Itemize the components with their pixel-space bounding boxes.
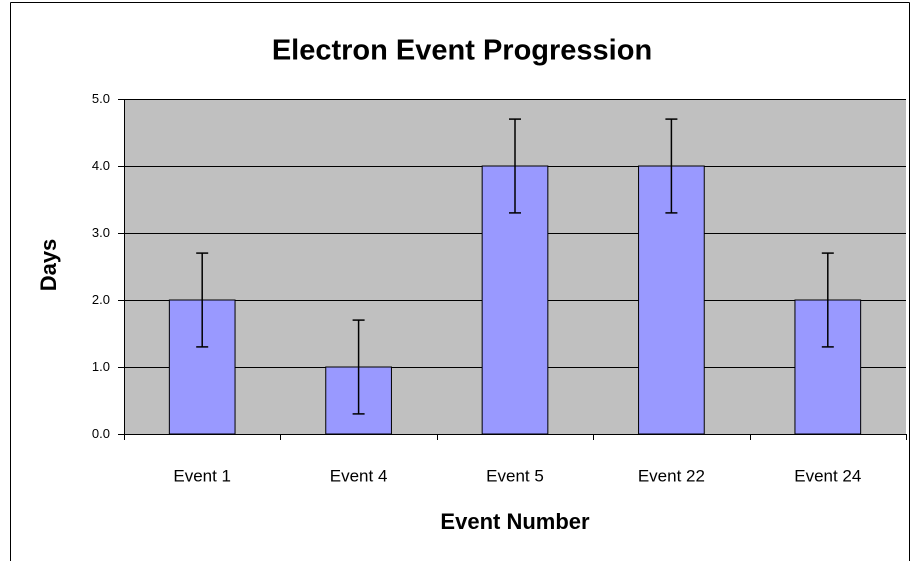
error-bar [352, 319, 365, 415]
y-tick-label: 2.0 [92, 292, 110, 307]
x-tick-label: Event 22 [638, 466, 705, 485]
x-tick-label: Event 1 [173, 466, 231, 485]
y-tick-label: 0.0 [92, 426, 110, 441]
y-tick-label: 1.0 [92, 359, 110, 374]
x-axis-title: Event Number [440, 509, 590, 534]
x-tick-label: Event 5 [486, 466, 544, 485]
y-tick-label: 4.0 [92, 158, 110, 173]
x-tick-label: Event 24 [794, 466, 861, 485]
chart-title: Electron Event Progression [272, 35, 652, 67]
y-tick-label: 3.0 [92, 225, 110, 240]
error-bar [665, 118, 678, 214]
error-bar [509, 118, 521, 214]
error-bar [821, 252, 834, 348]
y-tick-label: 5.0 [92, 91, 110, 106]
x-tick-label: Event 4 [330, 466, 388, 485]
error-bar [196, 252, 209, 348]
y-axis-title: Days [36, 239, 61, 292]
